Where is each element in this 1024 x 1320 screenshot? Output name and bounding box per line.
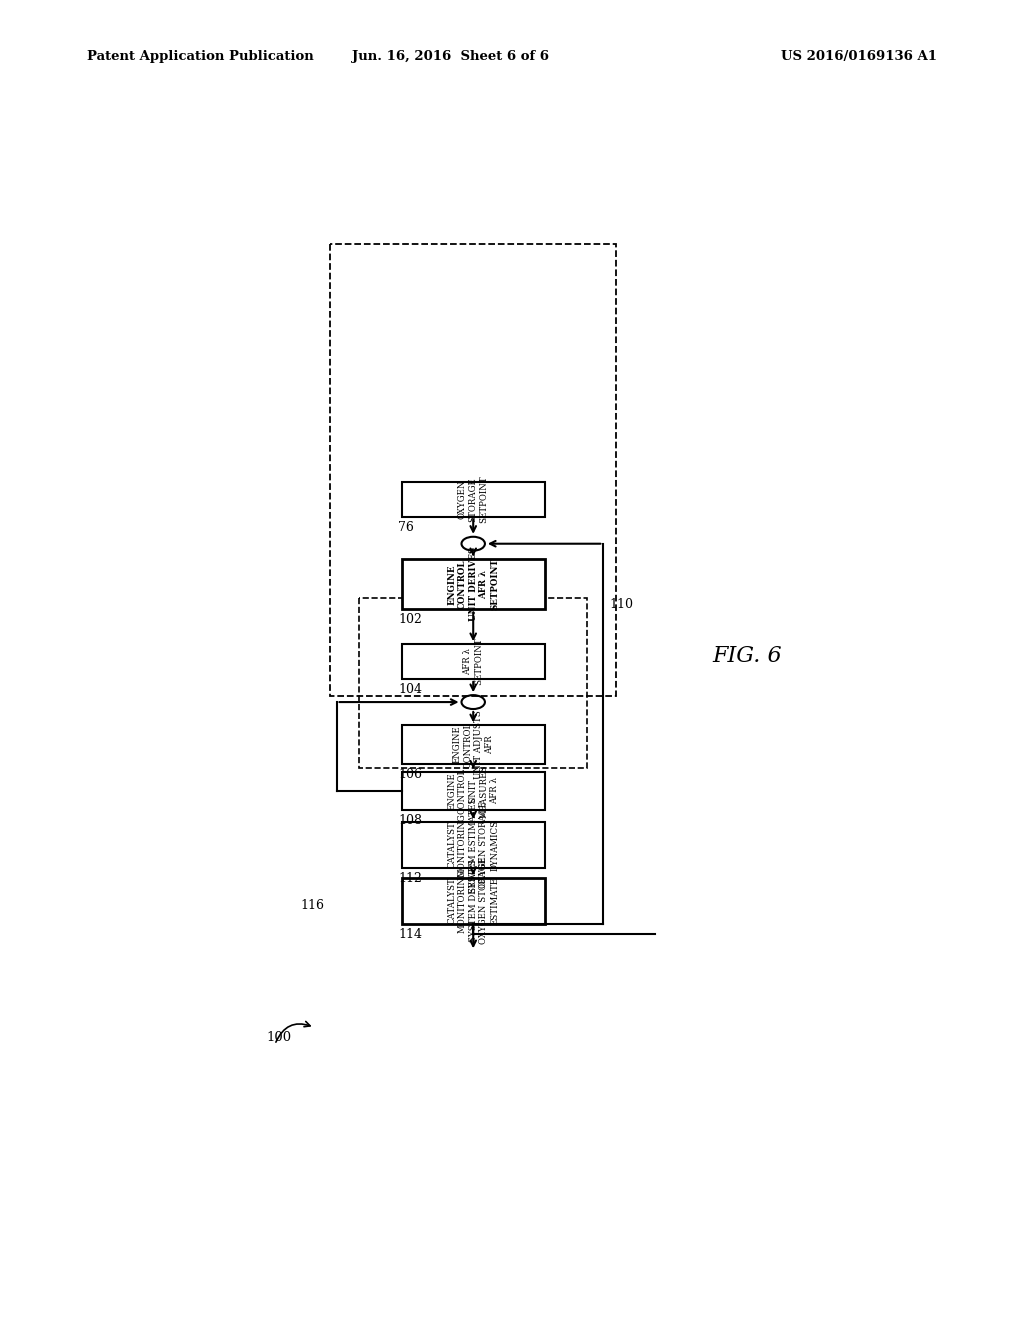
Text: 102: 102 bbox=[398, 614, 422, 626]
Text: US 2016/0169136 A1: US 2016/0169136 A1 bbox=[781, 50, 937, 63]
Text: Jun. 16, 2016  Sheet 6 of 6: Jun. 16, 2016 Sheet 6 of 6 bbox=[352, 50, 549, 63]
Text: ENGINE
CONTROL
UNIT
MEASURES
AFR λ: ENGINE CONTROL UNIT MEASURES AFR λ bbox=[447, 764, 500, 817]
Text: 114: 114 bbox=[398, 928, 422, 941]
Text: ENGINE
CONTROL
UNIT ADJUSTS
AFR: ENGINE CONTROL UNIT ADJUSTS AFR bbox=[453, 710, 494, 779]
Text: 104: 104 bbox=[398, 682, 422, 696]
Bar bbox=[401, 822, 545, 869]
Text: 108: 108 bbox=[398, 814, 422, 828]
Text: AFR λ
SETPOINT: AFR λ SETPOINT bbox=[463, 638, 483, 685]
Text: ENGINE
CONTROL
UNIT DERIVES
AFR λ
SETPOINT: ENGINE CONTROL UNIT DERIVES AFR λ SETPOI… bbox=[447, 548, 500, 622]
Text: 112: 112 bbox=[398, 873, 422, 884]
Text: OXYGEN
STORAGE
SETPOINT: OXYGEN STORAGE SETPOINT bbox=[458, 475, 488, 523]
Text: CATALYST
MONITORING
SYSTEM DERIVES
OXYGEN STORAGE
ESTIMATE: CATALYST MONITORING SYSTEM DERIVES OXYGE… bbox=[447, 858, 500, 944]
Bar bbox=[401, 725, 545, 764]
Bar bbox=[330, 244, 616, 696]
Bar bbox=[401, 772, 545, 810]
Text: 110: 110 bbox=[610, 598, 634, 611]
Text: FIG. 6: FIG. 6 bbox=[713, 645, 781, 668]
Text: 100: 100 bbox=[267, 1031, 292, 1044]
Bar bbox=[401, 482, 545, 516]
Bar bbox=[401, 644, 545, 678]
Text: 76: 76 bbox=[398, 520, 415, 533]
Bar bbox=[359, 598, 587, 768]
Text: CATALYST
MONITORING
SYSTEM ESTIMATES
OXYGEN STORAGE
DYNAMICS: CATALYST MONITORING SYSTEM ESTIMATES OXY… bbox=[447, 797, 500, 892]
Text: 116: 116 bbox=[301, 899, 325, 912]
Bar bbox=[401, 878, 545, 924]
Bar bbox=[401, 560, 545, 610]
Text: 106: 106 bbox=[398, 768, 422, 780]
Text: Patent Application Publication: Patent Application Publication bbox=[87, 50, 313, 63]
